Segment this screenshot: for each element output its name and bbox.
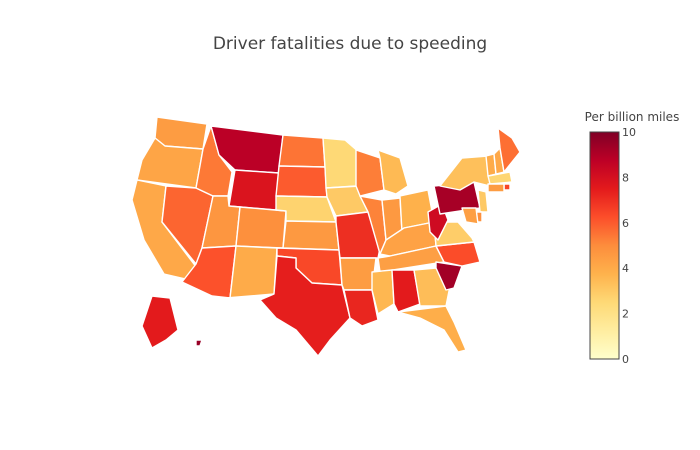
state-ms[interactable]: [371, 269, 395, 315]
state-ar[interactable]: [339, 257, 377, 291]
colorbar-tick-label: 2: [622, 308, 629, 321]
state-ak[interactable]: [141, 295, 179, 349]
state-ct[interactable]: [487, 183, 505, 193]
state-co[interactable]: [235, 206, 287, 249]
colorbar-tick-label: 10: [622, 126, 636, 139]
state-la[interactable]: [343, 289, 379, 327]
colorbar-title: Per billion miles: [585, 110, 680, 124]
state-ks[interactable]: [282, 220, 340, 251]
state-me[interactable]: [497, 127, 521, 173]
state-md[interactable]: [461, 207, 479, 225]
colorbar-tick-label: 6: [622, 217, 629, 230]
colorbar-tick-label: 8: [622, 171, 629, 184]
state-ri[interactable]: [503, 183, 511, 191]
state-tx[interactable]: [259, 255, 351, 357]
state-wy[interactable]: [228, 169, 280, 211]
state-ny[interactable]: [439, 155, 491, 191]
state-wi[interactable]: [355, 149, 385, 197]
colorbar-tick-label: 4: [622, 262, 629, 275]
colorbar-ticks: 0 2 4 6 8 10: [622, 126, 636, 366]
states-layer: [131, 116, 521, 357]
state-nd[interactable]: [278, 134, 326, 168]
state-hi[interactable]: [195, 339, 203, 347]
colorbar: Per billion miles 0 2 4 6 8 10: [585, 110, 680, 366]
state-sd[interactable]: [275, 165, 328, 198]
colorbar-tick-label: 0: [622, 353, 629, 366]
colorbar-gradient: [589, 131, 620, 360]
state-al[interactable]: [391, 269, 421, 313]
state-nj[interactable]: [477, 189, 489, 213]
chart-title: Driver fatalities due to speeding: [212, 34, 488, 54]
state-ma[interactable]: [487, 171, 513, 185]
state-nm[interactable]: [225, 245, 278, 299]
state-mi[interactable]: [377, 149, 409, 195]
state-fl[interactable]: [397, 305, 467, 353]
